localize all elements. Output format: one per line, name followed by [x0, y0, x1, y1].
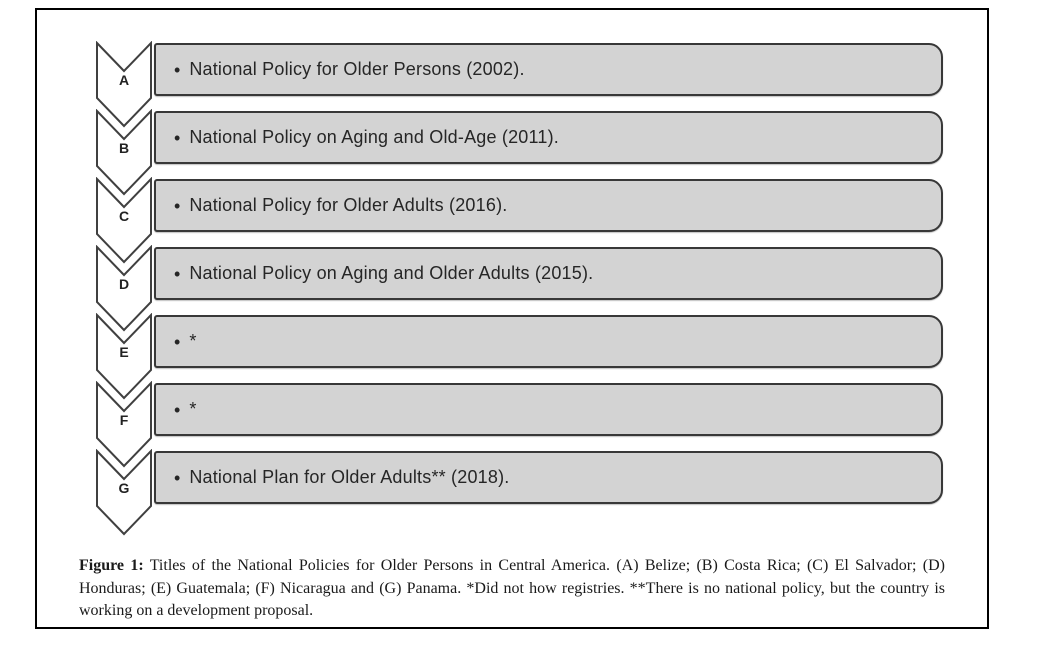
chevron-down-icon [96, 449, 152, 536]
policy-box: • National Policy on Aging and Older Adu… [154, 247, 943, 300]
row-letter: E [119, 344, 129, 360]
list-row-c: C • National Policy for Older Adults (20… [37, 177, 987, 264]
bullet-icon: • [174, 331, 181, 352]
bullet-icon: • [174, 59, 181, 80]
policy-text: National Policy for Older Persons (2002)… [189, 59, 525, 79]
policy-text: * [189, 399, 197, 419]
policy-box: • National Policy for Older Persons (200… [154, 43, 943, 96]
chevron-down-icon [96, 381, 152, 468]
caption-label: Figure 1: [79, 557, 144, 574]
figure-caption: Figure 1: Titles of the National Policie… [79, 555, 945, 623]
chevron-down-icon [96, 41, 152, 128]
list-row-f: F • * [37, 381, 987, 468]
policy-box: • * [154, 315, 943, 368]
list-row-a: A • National Policy for Older Persons (2… [37, 41, 987, 128]
list-row-g: G • National Plan for Older Adults** (20… [37, 449, 987, 536]
list-row-b: B • National Policy on Aging and Old-Age… [37, 109, 987, 196]
bullet-icon: • [174, 399, 181, 420]
row-letter: B [118, 140, 130, 156]
policy-text: * [189, 331, 197, 351]
policy-box: • National Policy for Older Adults (2016… [154, 179, 943, 232]
policy-box: • * [154, 383, 943, 436]
policy-text: National Policy for Older Adults (2016). [189, 195, 508, 215]
bullet-icon: • [174, 467, 181, 488]
policy-box: • National Policy on Aging and Old-Age (… [154, 111, 943, 164]
row-letter: G [118, 480, 130, 496]
bullet-icon: • [174, 263, 181, 284]
bullet-icon: • [174, 195, 181, 216]
row-letter: A [118, 72, 130, 88]
list-row-e: E • * [37, 313, 987, 400]
policy-text: National Policy on Aging and Old-Age (20… [189, 127, 560, 147]
chevron-down-icon [96, 177, 152, 264]
list-row-d: D • National Policy on Aging and Older A… [37, 245, 987, 332]
chevron-down-icon [96, 245, 152, 332]
chevron-down-icon [96, 313, 152, 400]
row-letter: C [118, 208, 130, 224]
caption-text: Titles of the National Policies for Olde… [79, 557, 946, 619]
policy-box: • National Plan for Older Adults** (2018… [154, 451, 943, 504]
row-letter: F [119, 412, 129, 428]
chevron-down-icon [96, 109, 152, 196]
figure-frame: A • National Policy for Older Persons (2… [35, 8, 989, 629]
policy-text: National Policy on Aging and Older Adult… [189, 263, 594, 283]
bullet-icon: • [174, 127, 181, 148]
policy-text: National Plan for Older Adults** (2018). [189, 467, 510, 487]
row-letter: D [118, 276, 130, 292]
